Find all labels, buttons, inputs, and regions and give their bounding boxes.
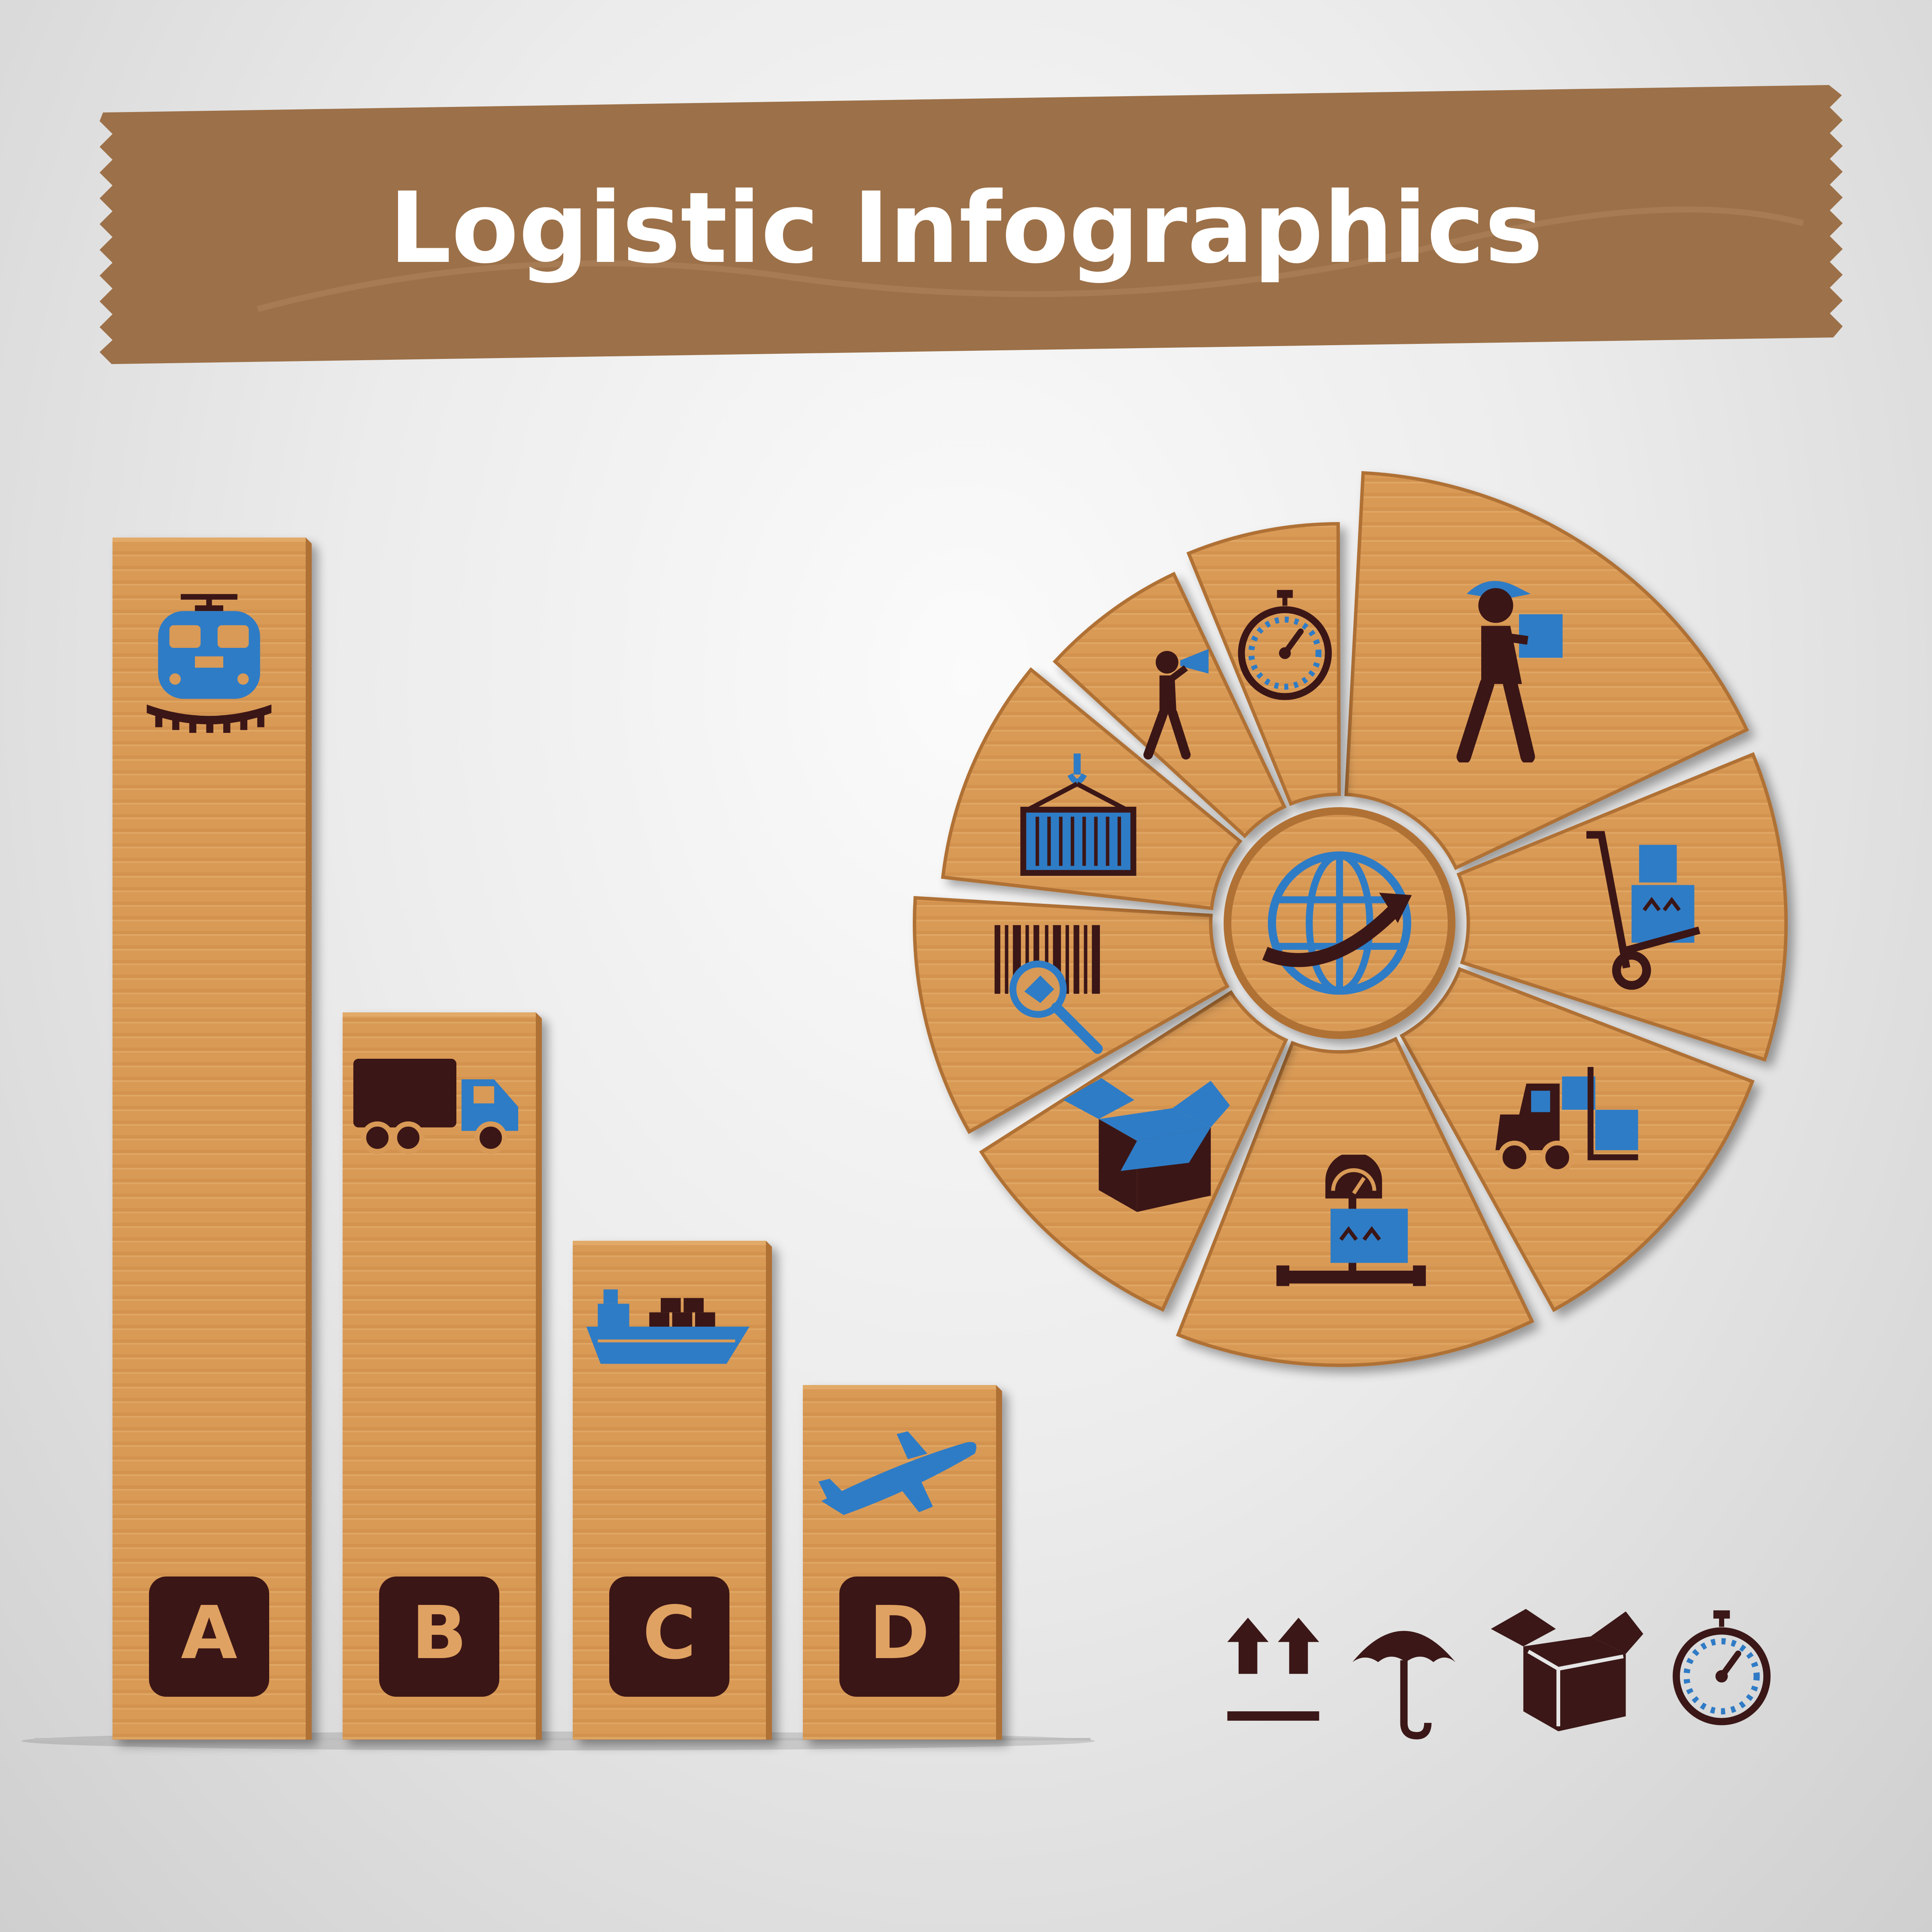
- pie-slice-delivery-courier-shape: [1344, 471, 1749, 870]
- pie-slice-delivery-time-shape: [1186, 522, 1341, 806]
- bar-c-edge: [766, 1241, 772, 1740]
- bar-c-top: [573, 1241, 766, 1245]
- bar-b-top: [343, 1012, 536, 1017]
- stopwatch-icon: [1676, 1610, 1767, 1722]
- bar-label-c: C: [643, 1591, 696, 1676]
- title-tape: [100, 85, 1843, 364]
- bar-label-a: A: [181, 1591, 237, 1676]
- bar-label-badge: [839, 1577, 960, 1697]
- bar-d: D: [803, 1385, 1002, 1740]
- tape-highlight: [257, 207, 1804, 312]
- pie-slice-weighing: [1176, 1036, 1534, 1367]
- pie-slice-delivery-courier: [1344, 471, 1749, 870]
- bar-b: B: [343, 1012, 542, 1740]
- pie-chart: [913, 471, 1788, 1367]
- pie-slice-hand-truck: [1456, 752, 1788, 1062]
- page-title: Logistic Infographics: [389, 171, 1543, 285]
- bar-label-badge: [379, 1577, 499, 1697]
- bar-label-d: D: [869, 1591, 930, 1676]
- pie-slice-container-crane: [941, 667, 1242, 910]
- this-side-up-icon: [1227, 1617, 1319, 1721]
- bar-a: A: [112, 538, 312, 1740]
- bar-label-badge: [609, 1577, 729, 1697]
- pie-slice-forklift-shape: [1400, 967, 1755, 1312]
- open-box-icon: [1491, 1609, 1643, 1731]
- bar-d-edge: [996, 1385, 1002, 1740]
- bar-d-top: [803, 1385, 996, 1389]
- footer-icon-row: [1227, 1609, 1767, 1735]
- pie-slice-announcement: [1052, 571, 1287, 838]
- bar-chart: A B C D: [112, 538, 1002, 1740]
- pie-slice-hand-truck-shape: [1456, 752, 1788, 1062]
- pie-slice-packaging: [979, 990, 1288, 1312]
- bar-label-badge: [149, 1577, 269, 1697]
- bar-c: C: [573, 1241, 772, 1740]
- pie-slice-forklift: [1400, 967, 1755, 1312]
- bars-baseline: [34, 1738, 1091, 1741]
- pie-slice-barcode-tracking: [913, 896, 1230, 1134]
- bar-a-face: [112, 538, 306, 1740]
- bar-a-edge: [306, 538, 312, 1740]
- bar-a-top: [112, 538, 306, 542]
- bar-label-b: B: [411, 1591, 467, 1676]
- pie-center-hub: [1224, 807, 1455, 1039]
- title-banner: Logistic Infographics: [100, 85, 1843, 364]
- bar-b-edge: [536, 1012, 542, 1740]
- pie-slice-delivery-time: [1186, 522, 1341, 806]
- keep-dry-umbrella-icon: [1352, 1631, 1455, 1736]
